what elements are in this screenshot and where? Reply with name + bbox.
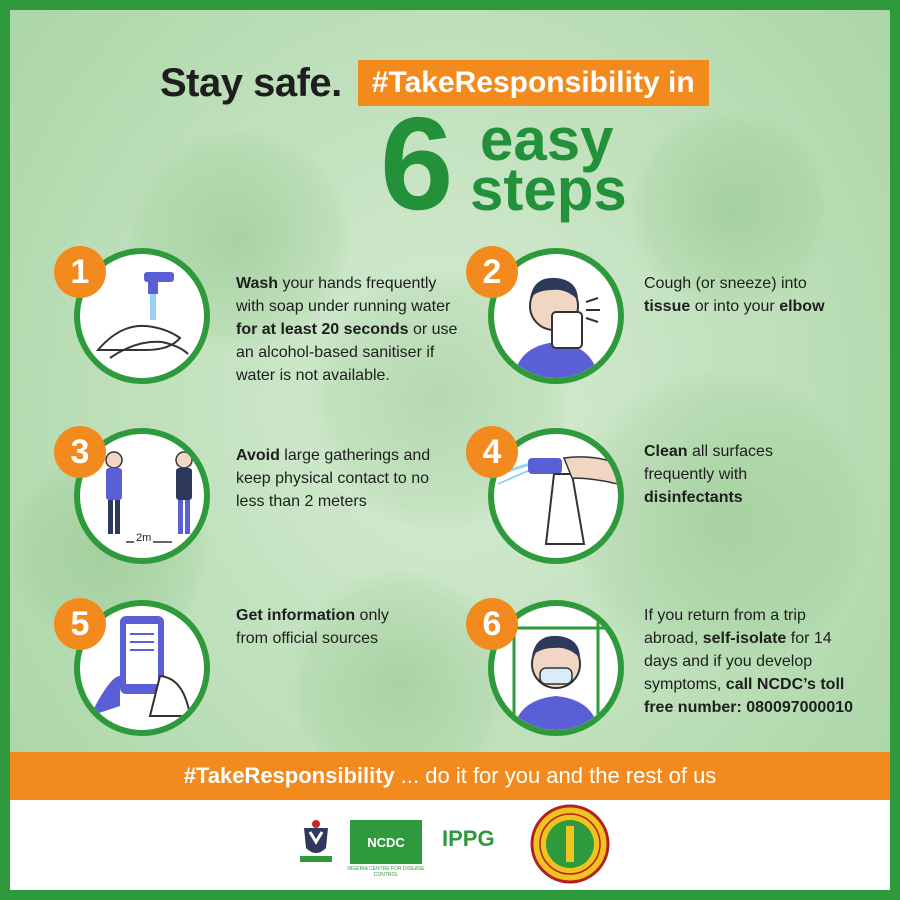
step-text-part: your hands frequently with soap under ru… [236,275,451,315]
step-text-part: all surfaces frequently with [644,443,773,483]
step-2-number: 2 [466,246,518,298]
steps-text: steps [470,156,627,223]
ippg-logo: IPPG [442,826,495,851]
step-text-part: only from official sources [236,607,389,647]
easy-text: easy [480,106,614,173]
step-text-part: If you return from a trip abroad, [644,607,806,647]
step-5-illustration [74,600,210,736]
step-text-part: or use an alcohol-based sanitiser if wat… [236,321,458,384]
ncdc-subtitle: NIGERIA CENTRE FOR DISEASE CONTROL [347,866,425,878]
stay-safe-text: Stay safe. [160,60,342,105]
step-text-part: or into your [690,298,780,315]
bottom-banner-text: ... do it for you and the rest of us [400,763,717,788]
step-3-text: Avoid large gatherings and keep physical… [236,444,436,513]
step-text-part: disinfectants [644,489,743,506]
step-text-part: self-isolate [702,630,787,647]
phone-icon [90,616,192,717]
step-text-part: for at least 20 seconds [236,321,409,338]
step-1-number: 1 [54,246,106,298]
step-text-part: Wash [236,275,279,292]
step-4-number: 4 [466,426,518,478]
step-text-part: tissue [644,298,691,315]
coat-of-arms-icon [300,820,332,862]
big-number-six: 6 [380,90,453,237]
virus-bg-icon [630,110,830,310]
step-6-number: 6 [466,598,518,650]
step-5-number: 5 [54,598,106,650]
step-text-part: Get information [236,607,356,624]
ncdc-logo: NCDC [350,820,422,864]
bottom-banner-tag: #TakeResponsibility [183,763,395,788]
headline: Stay safe. #TakeResponsibility in [160,58,709,108]
step-3-number: 3 [54,426,106,478]
step-1-text: Wash your hands frequently with soap und… [236,272,466,387]
step-5-text: Get information only from official sourc… [236,604,406,650]
step-2-text: Cough (or sneeze) into tissue or into yo… [644,272,844,318]
step-text-part: Cough (or sneeze) into [644,275,807,292]
step-text-part: elbow [779,298,825,315]
step-2-illustration [488,248,624,384]
step-text-part: for 14 days and if you develop symptoms, [644,630,832,693]
footer-logos: NCDC NIGERIA CENTRE FOR DISEASE CONTROL … [10,800,890,890]
nnpc-seal-icon [530,804,610,884]
sneeze-tissue-icon [514,277,600,378]
hand-washing-icon [95,272,189,359]
bottom-banner: #TakeResponsibility ... do it for you an… [10,752,890,800]
distancing-icon [105,451,193,543]
step-6-text: If you return from a trip abroad, self-i… [644,604,864,719]
take-responsibility-tag: #TakeResponsibility in [357,60,709,106]
spray-bottle-icon [497,456,618,545]
step-text-part: call NCDC’s toll free number: 0800970000… [644,676,854,716]
step-text-part: large gatherings and keep physical conta… [236,447,431,510]
step-text-part: Clean [644,443,688,460]
step-text-part: Avoid [236,447,280,464]
virus-bg-icon [570,370,870,670]
step-4-text: Clean all surfaces frequently with disin… [644,440,834,509]
distance-label: 2m [134,532,154,544]
